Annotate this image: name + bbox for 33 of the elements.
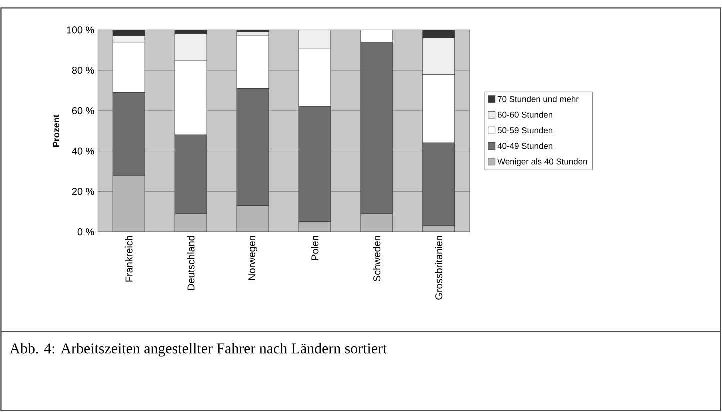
bar bbox=[422, 30, 456, 38]
y-tick-label: 100 % bbox=[67, 26, 94, 34]
x-tick-label: Grossbritanien bbox=[435, 236, 443, 300]
bar bbox=[174, 34, 208, 61]
y-tick-label: 0 % bbox=[78, 228, 94, 236]
legend-label: 60-60 Stunden bbox=[498, 112, 553, 118]
caption: Abb. 4: Arbeitszeiten angestellter Fahrer nach Ländern sortiert bbox=[10, 343, 388, 357]
bar bbox=[236, 205, 270, 232]
y-tick-label: 20 % bbox=[72, 188, 94, 196]
legend-label: 50-59 Stunden bbox=[498, 127, 553, 134]
bar bbox=[360, 214, 394, 232]
legend-label: 40-49 Stunden bbox=[498, 142, 553, 150]
bar bbox=[174, 60, 208, 136]
bar bbox=[112, 42, 146, 93]
y-tick-label: 40 % bbox=[72, 148, 94, 155]
legend-label: Weniger als 40 Stunden bbox=[498, 158, 588, 166]
bar bbox=[422, 74, 456, 144]
bar bbox=[360, 30, 394, 43]
legend-label: 70 Stunden und mehr bbox=[498, 96, 579, 102]
bar bbox=[422, 38, 456, 75]
y-axis-title: Prozent bbox=[53, 114, 60, 147]
bar bbox=[112, 175, 146, 232]
x-tick-label: Polen bbox=[311, 236, 319, 260]
bar bbox=[298, 30, 332, 49]
bar bbox=[174, 214, 208, 232]
x-tick-label: Schweden bbox=[373, 236, 381, 282]
y-tick-label: 80 % bbox=[72, 66, 94, 74]
bar bbox=[236, 36, 270, 89]
bar bbox=[298, 48, 332, 108]
x-tick-label: Norwegen bbox=[248, 236, 258, 280]
x-tick-label: Frankreich bbox=[125, 236, 133, 282]
y-tick-label: 60 % bbox=[72, 107, 94, 114]
x-tick-label: Deutschland bbox=[187, 236, 195, 290]
